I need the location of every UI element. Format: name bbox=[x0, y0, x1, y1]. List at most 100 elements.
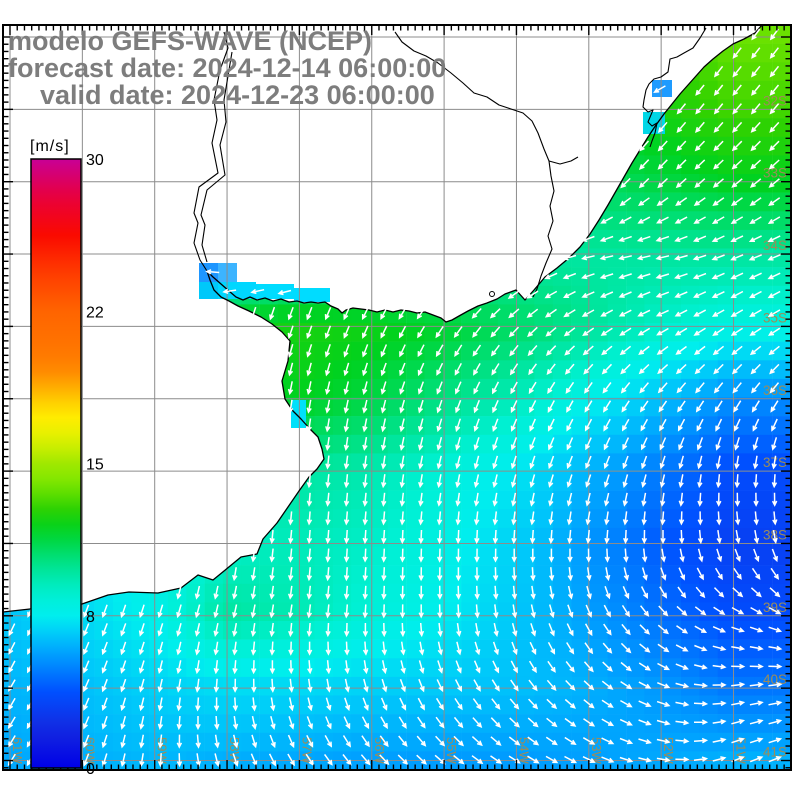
field-cell bbox=[167, 676, 187, 696]
wind-arrow bbox=[711, 216, 725, 224]
field-cell bbox=[314, 304, 334, 324]
field-cell bbox=[699, 490, 718, 510]
field-cell bbox=[351, 732, 370, 752]
wind-arrow bbox=[232, 641, 238, 656]
wind-arrow bbox=[618, 291, 632, 298]
wind-arrow bbox=[544, 272, 558, 280]
wind-arrow bbox=[768, 159, 780, 170]
wind-arrow bbox=[565, 679, 576, 691]
wind-arrow bbox=[771, 548, 778, 563]
field-cell bbox=[424, 323, 444, 342]
field-cell bbox=[497, 676, 517, 696]
field-cell bbox=[681, 676, 700, 696]
field-cell bbox=[626, 341, 645, 361]
field-cell bbox=[681, 565, 700, 584]
wind-arrow bbox=[676, 605, 688, 616]
field-cell bbox=[772, 490, 792, 510]
field-cell bbox=[589, 378, 608, 398]
wind-arrow bbox=[399, 362, 406, 377]
field-cell bbox=[662, 583, 682, 603]
wind-arrow bbox=[380, 697, 388, 711]
field-cell bbox=[662, 211, 682, 231]
wind-arrow bbox=[176, 641, 182, 656]
wind-arrow bbox=[176, 623, 182, 637]
wind-arrow bbox=[269, 660, 276, 675]
wind-arrow bbox=[545, 755, 559, 764]
wind-arrow bbox=[772, 529, 778, 544]
field-cell bbox=[351, 490, 370, 510]
field-cell bbox=[754, 62, 773, 82]
field-cell bbox=[131, 732, 150, 752]
wind-arrow bbox=[455, 474, 461, 489]
field-cell bbox=[351, 546, 370, 566]
wind-arrow bbox=[176, 585, 182, 600]
wind-arrow bbox=[732, 84, 742, 96]
wind-arrow bbox=[343, 492, 350, 507]
field-cell bbox=[259, 676, 279, 696]
field-cell bbox=[699, 583, 718, 603]
wind-arrow bbox=[753, 529, 760, 544]
field-cell bbox=[186, 676, 205, 696]
wind-arrow bbox=[621, 604, 631, 618]
field-cell bbox=[717, 527, 737, 547]
wind-arrow bbox=[655, 291, 670, 298]
wind-arrow bbox=[306, 567, 313, 582]
wind-arrow bbox=[287, 325, 294, 340]
field-cell bbox=[131, 639, 150, 659]
field-cell bbox=[754, 732, 773, 752]
wind-arrow bbox=[547, 400, 555, 413]
wind-arrow bbox=[621, 400, 630, 413]
wind-arrow bbox=[82, 697, 90, 711]
field-cell bbox=[534, 732, 553, 752]
field-cell bbox=[754, 360, 773, 380]
wind-arrow bbox=[454, 381, 462, 395]
field-cell bbox=[387, 546, 407, 566]
wind-arrow bbox=[695, 84, 705, 96]
field-cell bbox=[644, 229, 663, 249]
field-cell bbox=[3, 732, 22, 752]
field-cell bbox=[332, 621, 352, 640]
wind-arrow bbox=[222, 288, 237, 295]
field-cell bbox=[516, 658, 535, 678]
wind-arrow bbox=[455, 418, 462, 433]
field-cell bbox=[406, 378, 425, 398]
field-cell bbox=[717, 676, 737, 696]
wind-arrow bbox=[566, 623, 574, 637]
wind-arrow bbox=[194, 604, 201, 619]
wind-arrow bbox=[564, 345, 576, 356]
wind-arrow bbox=[288, 548, 294, 563]
wind-arrow bbox=[716, 511, 722, 526]
wind-arrow bbox=[251, 660, 257, 675]
wind-arrow bbox=[195, 753, 202, 768]
wind-arrow bbox=[82, 734, 90, 749]
wind-arrow bbox=[529, 437, 536, 451]
wind-arrow bbox=[416, 307, 426, 320]
wind-arrow bbox=[362, 604, 368, 619]
wind-arrow bbox=[157, 660, 164, 675]
wind-arrow bbox=[195, 697, 201, 712]
field-cell bbox=[369, 639, 389, 659]
field-cell bbox=[204, 583, 224, 603]
field-cell bbox=[736, 341, 755, 361]
wind-arrow bbox=[730, 216, 744, 224]
wind-arrow bbox=[675, 159, 687, 170]
field-cell bbox=[369, 695, 389, 715]
wind-arrow bbox=[454, 362, 462, 376]
field-cell bbox=[351, 583, 370, 603]
field-cell bbox=[717, 583, 737, 603]
wind-arrow bbox=[678, 511, 685, 526]
field-cell bbox=[332, 527, 352, 547]
field-cell bbox=[754, 490, 773, 510]
field-cell bbox=[662, 397, 682, 417]
wind-arrow bbox=[748, 254, 762, 261]
wind-arrow bbox=[362, 567, 368, 582]
field-cell bbox=[369, 527, 389, 547]
wind-arrow bbox=[637, 309, 651, 317]
wind-arrow bbox=[675, 756, 690, 763]
wind-arrow bbox=[437, 529, 443, 545]
field-cell bbox=[736, 229, 755, 249]
field-cell bbox=[772, 25, 792, 44]
wind-arrow bbox=[548, 455, 555, 470]
wind-arrow bbox=[641, 455, 648, 470]
field-cell bbox=[552, 416, 572, 435]
